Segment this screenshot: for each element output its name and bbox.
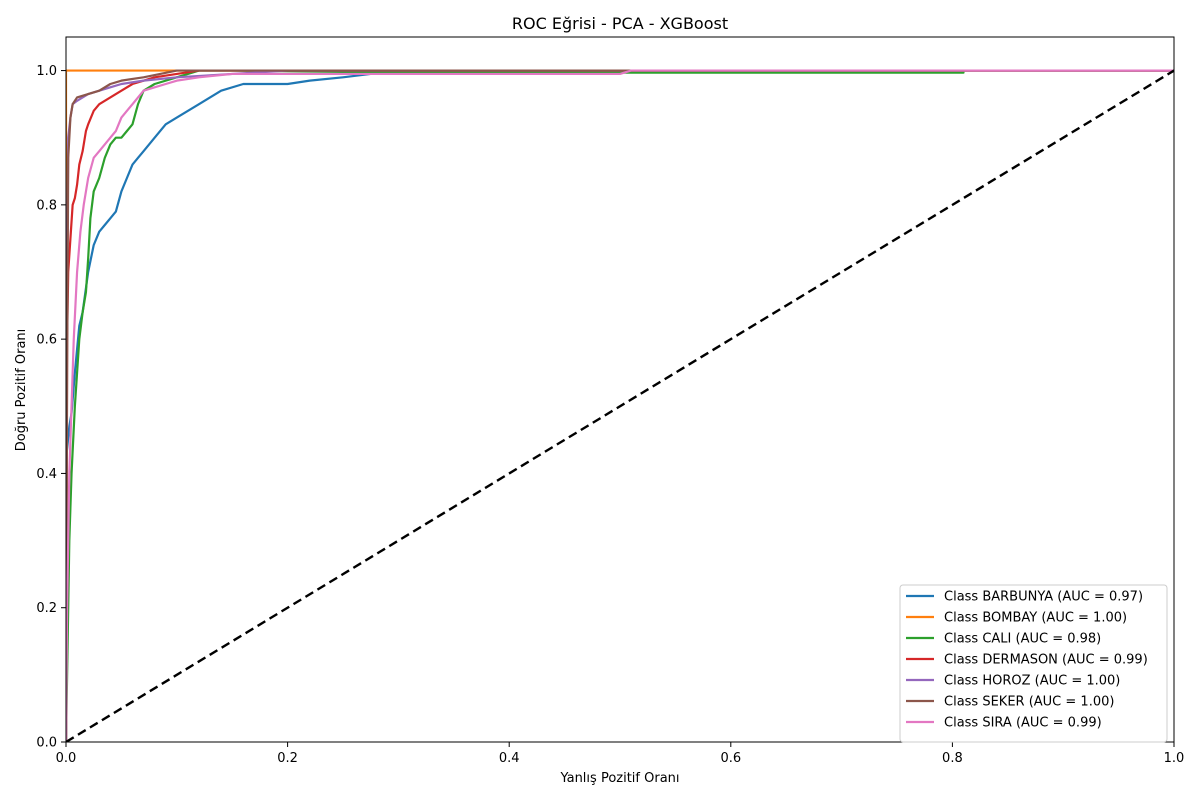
x-tick-label: 1.0 (1164, 751, 1185, 766)
legend-item: Class BARBUNYA (AUC = 0.97) (906, 590, 1143, 605)
y-tick-label: 0.8 (36, 198, 57, 213)
chart-title: ROC Eğrisi - PCA - XGBoost (512, 14, 728, 33)
x-axis: 0.0 0.2 0.4 0.6 0.8 1.0 (56, 742, 1185, 766)
legend-label: Class DERMASON (AUC = 0.99) (944, 653, 1148, 668)
roc-line-sira (66, 69, 1174, 742)
legend-item: Class BOMBAY (AUC = 1.00) (906, 611, 1127, 626)
legend-item: Class SIRA (AUC = 0.99) (906, 716, 1102, 731)
legend-item: Class CALI (AUC = 0.98) (906, 632, 1101, 647)
x-tick-label: 0.2 (277, 751, 298, 766)
plot-area (65, 36, 1175, 743)
roc-curves (66, 69, 1174, 742)
legend-label: Class BARBUNYA (AUC = 0.97) (944, 590, 1143, 605)
legend-label: Class BOMBAY (AUC = 1.00) (944, 611, 1127, 626)
x-axis-label: Yanlış Pozitif Oranı (559, 771, 679, 786)
x-tick-label: 0.8 (942, 751, 963, 766)
legend-label: Class CALI (AUC = 0.98) (944, 632, 1101, 647)
legend-item: Class SEKER (AUC = 1.00) (906, 695, 1114, 710)
roc-line-barbunya (66, 69, 1174, 742)
legend-label: Class SIRA (AUC = 0.99) (944, 716, 1102, 731)
legend-item: Class HOROZ (AUC = 1.00) (906, 674, 1120, 689)
legend-item: Class DERMASON (AUC = 0.99) (906, 653, 1148, 668)
y-tick-label: 0.6 (36, 333, 57, 348)
plot-frame (65, 36, 1175, 743)
roc-line-dermason (66, 69, 1174, 742)
y-tick-label: 0.0 (36, 736, 57, 751)
legend-label: Class HOROZ (AUC = 1.00) (944, 674, 1120, 689)
roc-line-seker (66, 69, 1174, 742)
x-tick-label: 0.0 (56, 751, 77, 766)
legend-box (899, 584, 1168, 743)
y-axis-label: Doğru Pozitif Oranı (14, 329, 29, 452)
y-tick-label: 0.4 (36, 467, 57, 482)
y-tick-label: 1.0 (36, 64, 57, 79)
random-chance-line (66, 69, 1174, 742)
y-tick-label: 0.2 (36, 601, 57, 616)
y-axis: 0.0 0.2 0.4 0.6 0.8 1.0 (36, 64, 66, 751)
x-tick-label: 0.6 (720, 751, 741, 766)
legend: Class BARBUNYA (AUC = 0.97) Class BOMBAY … (899, 584, 1168, 743)
legend-label: Class SEKER (AUC = 1.00) (944, 695, 1114, 710)
x-tick-label: 0.4 (499, 751, 520, 766)
